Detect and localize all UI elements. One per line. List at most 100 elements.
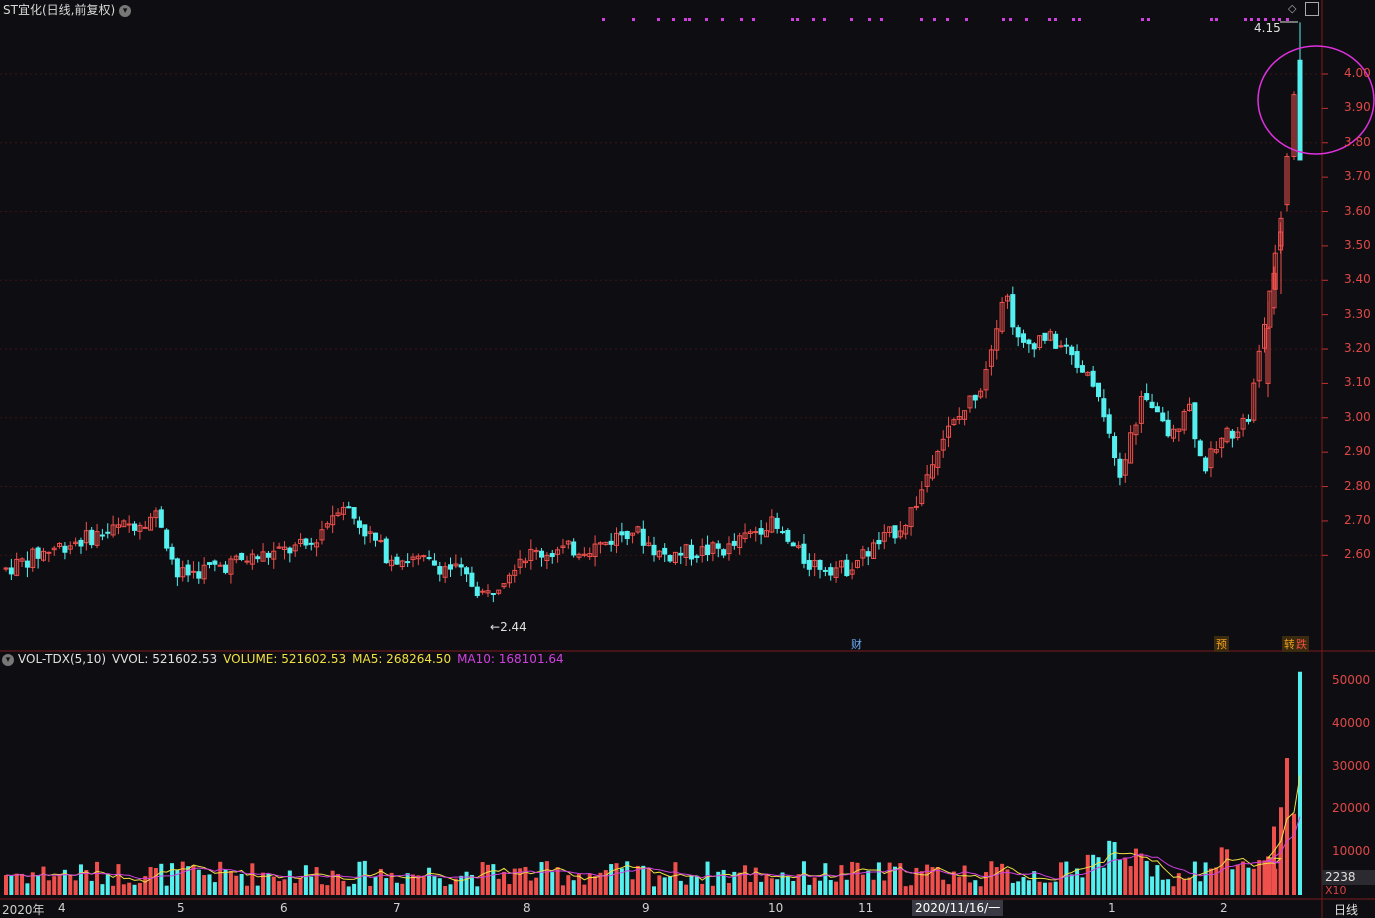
volume-bar <box>202 875 207 895</box>
volume-bar <box>319 884 324 895</box>
volume-bar <box>577 873 582 895</box>
candle-body <box>576 553 582 558</box>
candle-body <box>876 539 882 545</box>
candle-body <box>688 544 694 560</box>
volume-tick-label: 20000 <box>1332 801 1371 816</box>
candle-body <box>324 523 330 528</box>
volume-bar <box>314 867 319 895</box>
candle-body <box>731 540 737 546</box>
candle-body <box>747 531 753 534</box>
candle-body <box>678 552 684 556</box>
diamond-icon[interactable]: ◇ <box>1288 2 1297 15</box>
signal-dot <box>684 18 687 21</box>
candle-body <box>437 566 443 575</box>
volume-bar <box>1198 881 1203 895</box>
event-marker-transfer[interactable]: 转 <box>1282 636 1297 652</box>
candle-body <box>726 543 732 555</box>
candle-body <box>30 548 36 569</box>
candle-body <box>298 538 304 545</box>
candle-body <box>871 542 877 560</box>
volume-bar <box>9 875 14 895</box>
candle-body <box>158 509 164 528</box>
event-marker-finance[interactable]: 财 <box>851 638 862 651</box>
volume-bar <box>84 869 89 895</box>
candle-body <box>812 560 818 568</box>
event-marker-drop[interactable]: 跌 <box>1294 636 1309 652</box>
volume-bar <box>1069 874 1074 895</box>
signal-dot <box>1025 18 1028 21</box>
candle-body <box>828 567 834 576</box>
window-icon[interactable] <box>1305 2 1319 16</box>
volume-bar <box>416 875 421 895</box>
volume-bar <box>459 875 464 895</box>
volume-bar <box>1080 877 1085 895</box>
volume-bar <box>678 880 683 895</box>
stock-title-bar[interactable]: ST宜化(日线,前复权) ▾ <box>3 1 132 18</box>
volume-bar <box>946 884 951 895</box>
volume-bar <box>127 882 132 895</box>
candle-body <box>223 564 229 573</box>
candle-body <box>201 564 207 580</box>
volume-bar <box>373 876 378 895</box>
volume-indicator-bar[interactable]: ▾ VOL-TDX(5,10) VVOL: 521602.53 VOLUME: 521… <box>2 652 570 666</box>
candle-body <box>1004 295 1010 302</box>
volume-bar <box>234 875 239 895</box>
candle-body <box>924 474 930 487</box>
chevron-down-icon[interactable]: ▾ <box>119 4 132 17</box>
period-label[interactable]: 日线 <box>1334 903 1359 917</box>
signal-dot <box>1072 18 1075 21</box>
time-tick-label: 2 <box>1220 901 1228 915</box>
signal-dot <box>672 18 675 21</box>
volume-bar <box>250 863 255 895</box>
volume-bar <box>796 874 801 895</box>
signal-dot <box>602 18 605 21</box>
candle-body <box>244 560 250 563</box>
volume-bar <box>1021 877 1026 895</box>
volume-unit: X10 <box>1325 884 1347 897</box>
event-marker-forecast[interactable]: 预 <box>1214 636 1229 652</box>
candle-body <box>485 590 491 594</box>
signal-dot <box>657 18 660 21</box>
low-price-label: ←2.44 <box>490 620 527 634</box>
volume-bar <box>293 883 298 895</box>
candle-body <box>972 394 978 401</box>
candle-body <box>1181 411 1187 431</box>
candle-body <box>1090 370 1096 387</box>
candle-body <box>855 560 861 568</box>
candle-body <box>373 532 379 541</box>
candle-body <box>753 531 759 534</box>
volume-bar <box>646 867 651 895</box>
volume-bar <box>828 880 833 895</box>
volume-bar <box>614 863 619 895</box>
volume-tick-label: 30000 <box>1332 758 1371 773</box>
volume-bar <box>336 874 341 895</box>
candle-body <box>544 554 550 562</box>
volume-bar <box>25 883 30 895</box>
candle-body <box>587 553 593 558</box>
candle-body <box>276 546 282 549</box>
volume-bar <box>903 886 908 895</box>
time-tick-label: 8 <box>523 901 531 915</box>
candle-body <box>464 567 470 575</box>
volume-bar <box>132 884 137 895</box>
volume-bar <box>710 885 715 895</box>
candle-body <box>592 543 598 558</box>
candle-body <box>389 559 395 567</box>
volume-bar <box>1150 876 1155 895</box>
volume-bar <box>223 869 228 895</box>
time-tick-label: 1 <box>1108 901 1116 915</box>
volume-bar <box>855 862 860 895</box>
candle-body <box>929 464 935 479</box>
candle-body <box>394 556 400 565</box>
volume-bar <box>453 878 458 895</box>
chevron-down-icon[interactable]: ▾ <box>2 653 14 666</box>
signal-dot <box>1002 18 1005 21</box>
volume-bar <box>1075 868 1080 895</box>
volume-bar <box>1292 813 1296 895</box>
candle-body <box>1095 382 1101 398</box>
candle-body <box>367 531 373 534</box>
candle-body <box>737 535 743 549</box>
candle-body <box>742 532 748 540</box>
signal-dot <box>1215 18 1218 21</box>
